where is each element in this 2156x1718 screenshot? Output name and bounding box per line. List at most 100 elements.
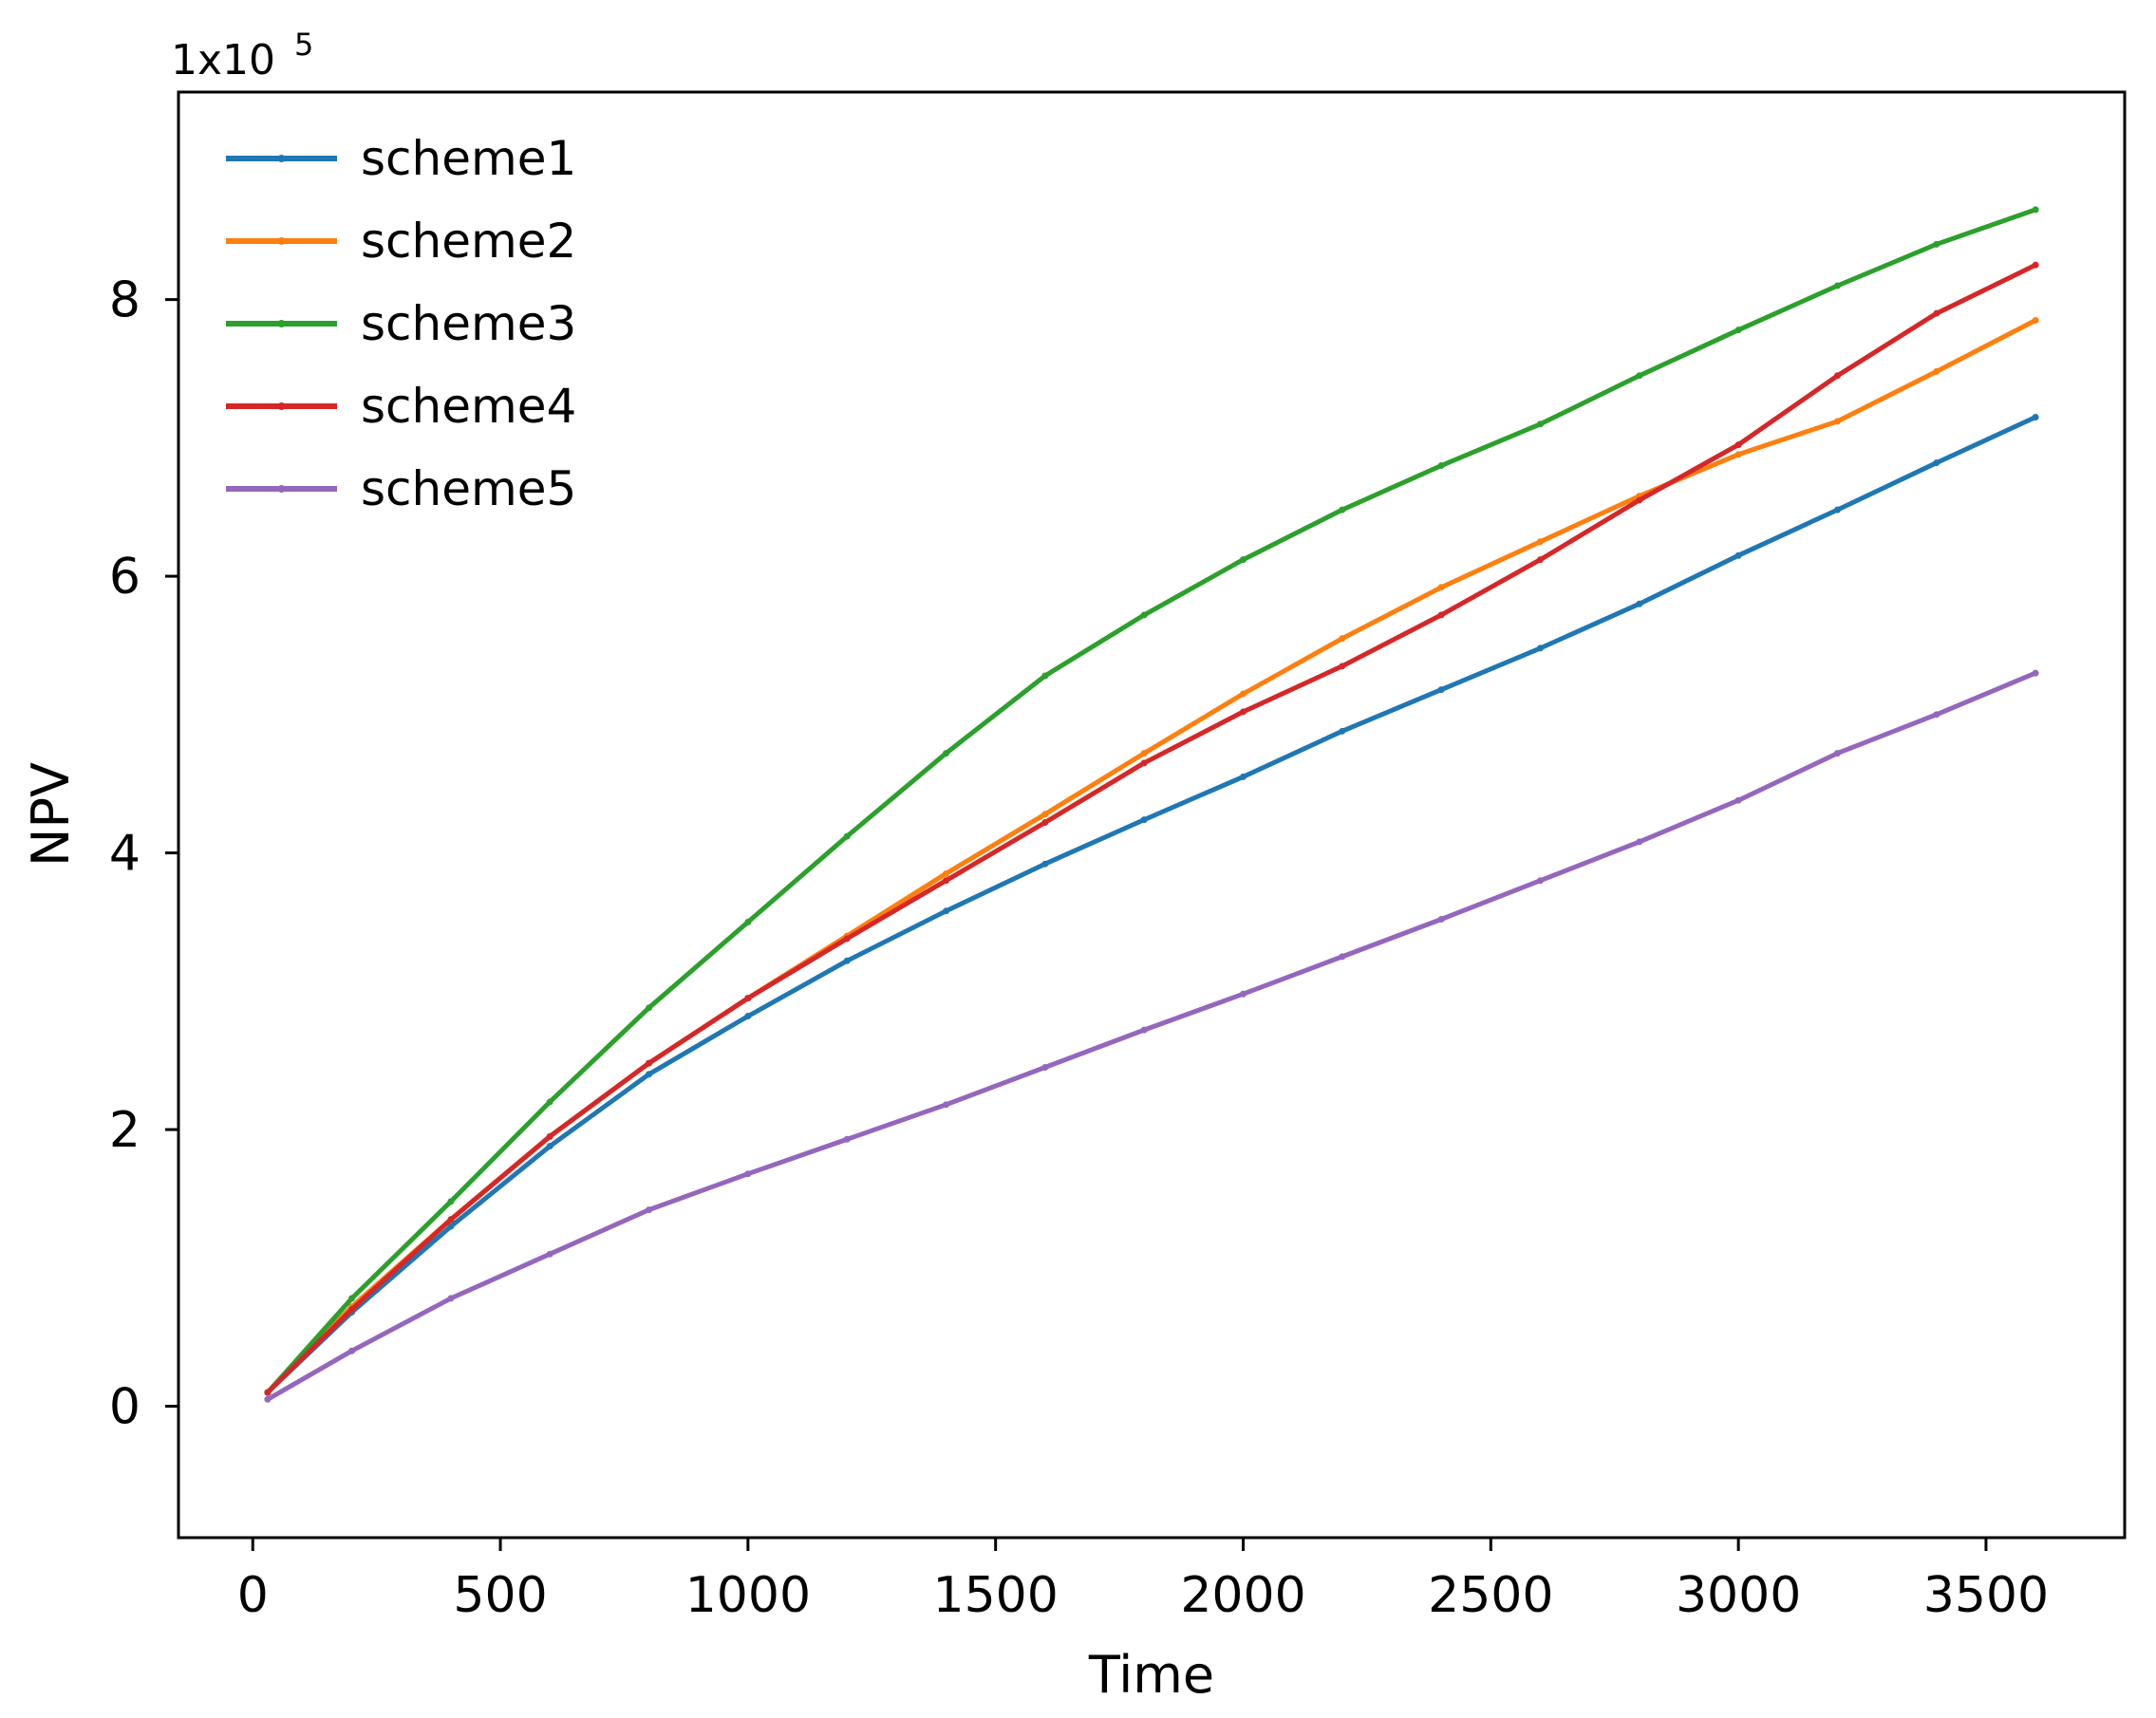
- legend-label-scheme5: scheme5: [361, 461, 576, 516]
- data-point-scheme3: [1833, 282, 1841, 289]
- legend-marker-scheme3: [277, 320, 286, 327]
- legend-marker-scheme2: [277, 237, 286, 245]
- legend-label-scheme2: scheme2: [361, 214, 576, 269]
- data-point-scheme5: [1140, 1026, 1148, 1034]
- data-point-scheme5: [843, 1135, 851, 1143]
- data-point-scheme2: [1041, 811, 1049, 818]
- x-tick-label: 3000: [1676, 1567, 1801, 1624]
- data-point-scheme1: [1833, 506, 1841, 514]
- data-point-scheme4: [264, 1389, 272, 1396]
- data-point-scheme3: [943, 750, 950, 757]
- x-tick-label: 500: [453, 1567, 547, 1624]
- data-point-scheme2: [1240, 690, 1247, 698]
- data-point-scheme4: [943, 877, 950, 885]
- data-point-scheme3: [1240, 556, 1247, 564]
- x-axis-ticks: 0 500 1000 1500 2000 2500 3000 3500: [237, 1538, 2049, 1624]
- data-point-scheme4: [1833, 372, 1841, 380]
- data-point-scheme3: [843, 832, 851, 840]
- legend-label-scheme4: scheme4: [361, 379, 576, 434]
- data-point-scheme1: [546, 1143, 553, 1150]
- data-point-scheme2: [1734, 451, 1742, 458]
- data-point-scheme2: [1339, 635, 1346, 643]
- data-point-scheme4: [1437, 611, 1445, 619]
- legend-label-scheme3: scheme3: [361, 296, 576, 351]
- data-point-scheme5: [348, 1347, 356, 1354]
- data-point-scheme5: [1437, 916, 1445, 924]
- data-point-scheme4: [1041, 819, 1049, 827]
- series-line-scheme5: [265, 670, 2038, 1402]
- y-tick-label: 0: [109, 1379, 141, 1436]
- y-tick-label: 8: [109, 272, 141, 329]
- data-point-scheme3: [1636, 372, 1643, 380]
- data-point-scheme5: [744, 1170, 752, 1178]
- data-point-scheme1: [1437, 686, 1445, 694]
- data-point-scheme3: [646, 1004, 653, 1012]
- data-point-scheme3: [1734, 327, 1742, 334]
- data-point-scheme2: [1140, 750, 1148, 757]
- data-point-scheme5: [2032, 669, 2039, 677]
- data-point-scheme4: [1933, 309, 1940, 317]
- data-point-scheme3: [1933, 240, 1940, 248]
- data-point-scheme5: [1933, 711, 1940, 719]
- data-point-scheme1: [943, 907, 950, 915]
- data-point-scheme1: [646, 1071, 653, 1078]
- data-point-scheme1: [1933, 459, 1940, 467]
- data-point-scheme1: [843, 957, 851, 964]
- data-point-scheme3: [1437, 462, 1445, 470]
- series-line-scheme4: [265, 262, 2038, 1395]
- data-point-scheme1: [1636, 600, 1643, 607]
- data-point-scheme4: [1339, 663, 1346, 670]
- data-point-scheme3: [2032, 206, 2039, 214]
- x-axis-title: Time: [1088, 1645, 1214, 1705]
- y-axis-title: NPV: [21, 762, 81, 867]
- data-point-scheme4: [1240, 708, 1247, 716]
- data-point-scheme5: [1636, 838, 1643, 846]
- series-line-scheme1: [265, 415, 2038, 1395]
- data-point-scheme2: [2032, 316, 2039, 324]
- data-point-scheme4: [1140, 759, 1148, 767]
- y-tick-label: 4: [109, 826, 141, 883]
- data-point-scheme4: [348, 1306, 356, 1314]
- data-point-scheme1: [447, 1223, 455, 1230]
- data-point-scheme3: [447, 1198, 455, 1205]
- data-point-scheme5: [943, 1101, 950, 1109]
- series-layer: [264, 206, 2039, 1403]
- data-point-scheme4: [2032, 261, 2039, 269]
- data-point-scheme5: [646, 1206, 653, 1214]
- data-point-scheme1: [1536, 644, 1544, 652]
- data-point-scheme5: [1833, 750, 1841, 757]
- data-point-scheme5: [264, 1395, 272, 1403]
- data-point-scheme4: [1536, 556, 1544, 564]
- data-point-scheme5: [546, 1250, 553, 1258]
- data-point-scheme5: [447, 1295, 455, 1302]
- data-point-scheme3: [546, 1098, 553, 1106]
- data-point-scheme2: [1437, 584, 1445, 591]
- plot-frame: [177, 90, 2127, 1540]
- data-point-scheme4: [744, 995, 752, 1002]
- x-tick-label: 2500: [1428, 1567, 1553, 1624]
- legend-marker-scheme4: [277, 402, 286, 410]
- data-point-scheme1: [1140, 816, 1148, 824]
- x-tick-label: 2000: [1180, 1567, 1305, 1624]
- data-point-scheme1: [1240, 773, 1247, 780]
- y-axis-multiplier-exponent: 5: [294, 27, 313, 63]
- data-point-scheme3: [1536, 420, 1544, 428]
- data-point-scheme1: [1734, 551, 1742, 559]
- y-axis-ticks: 0 2 4 6 8: [109, 272, 178, 1436]
- data-point-scheme3: [744, 918, 752, 925]
- data-point-scheme4: [1734, 441, 1742, 449]
- y-axis-multiplier: 1x10 5: [171, 27, 313, 84]
- y-tick-label: 2: [109, 1102, 141, 1159]
- y-axis-multiplier-base: 1x10: [171, 36, 275, 84]
- data-point-scheme4: [843, 935, 851, 943]
- legend-marker-scheme1: [277, 155, 286, 162]
- data-point-scheme1: [1041, 860, 1049, 868]
- data-point-scheme1: [2032, 413, 2039, 420]
- legend-label-scheme1: scheme1: [361, 131, 576, 186]
- data-point-scheme3: [1339, 506, 1346, 514]
- y-tick-label: 6: [109, 549, 141, 606]
- data-point-scheme4: [1636, 496, 1643, 504]
- x-tick-label: 0: [237, 1567, 269, 1624]
- data-point-scheme4: [546, 1132, 553, 1140]
